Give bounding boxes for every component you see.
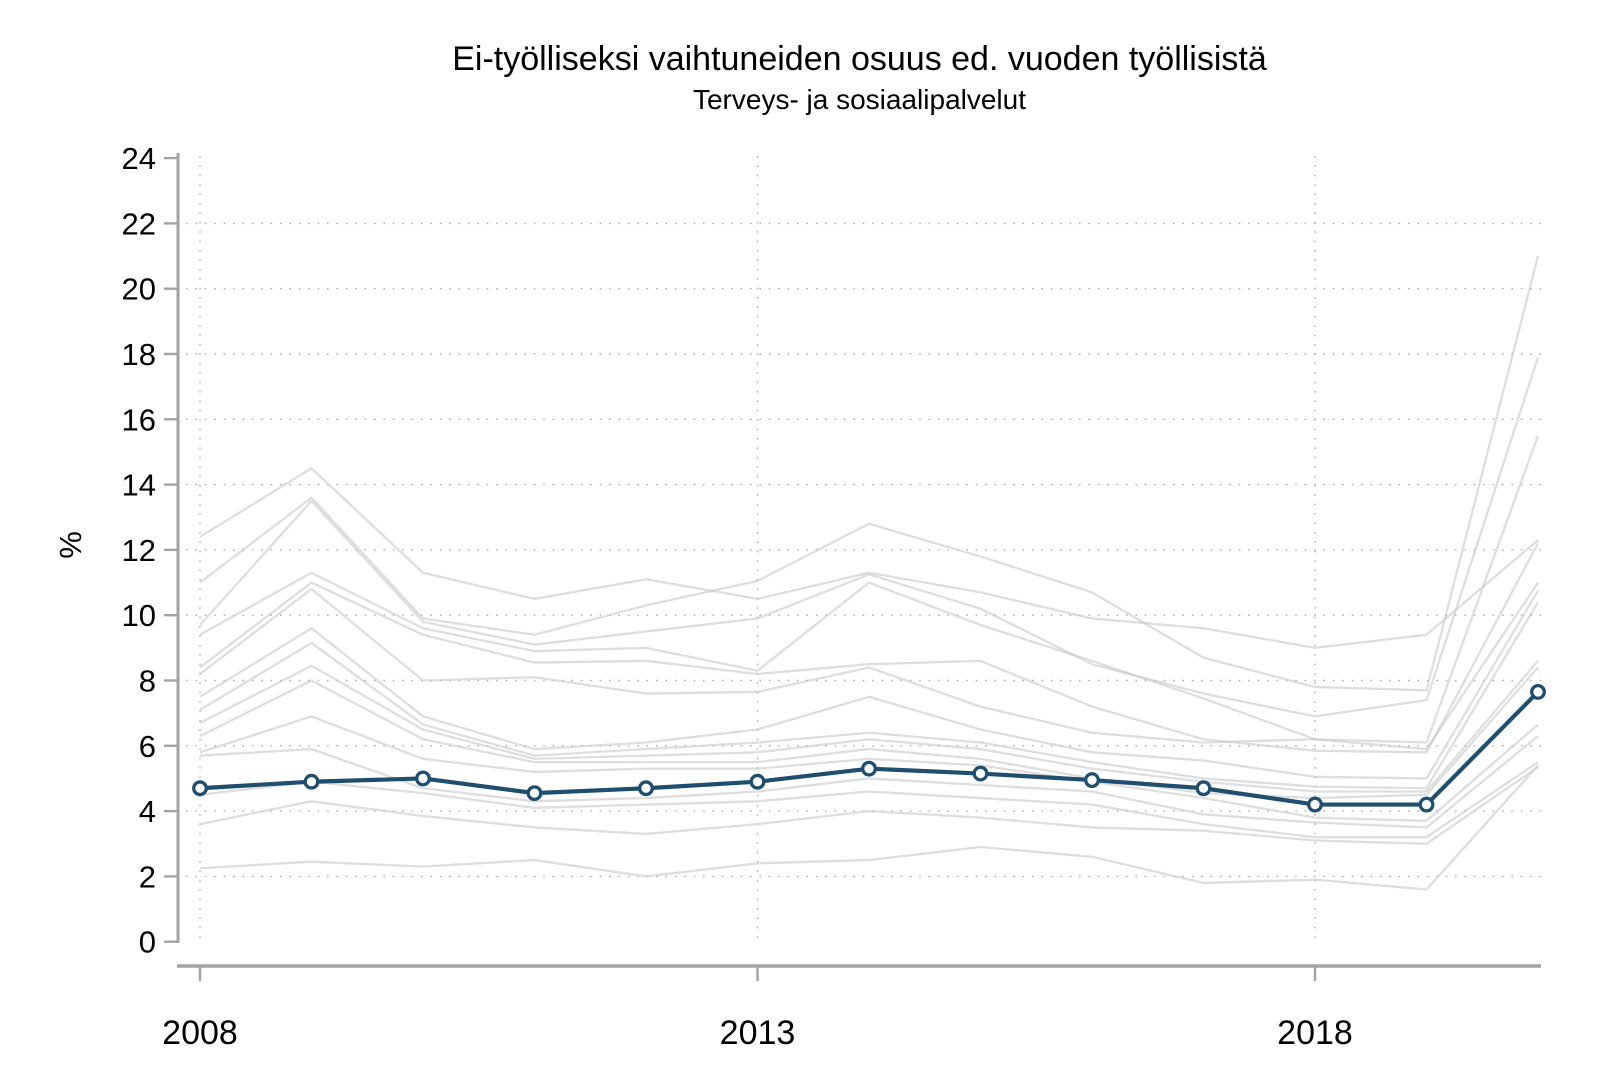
main-series-marker [1530,683,1546,700]
main-series-marker [1195,780,1212,797]
main-series-marker [303,773,320,790]
main-series-marker [1084,772,1100,789]
main-series-marker [415,770,431,787]
main-series-marker [526,785,543,802]
main-series-marker [192,780,208,797]
main-series-marker [861,760,877,777]
background-line-13 [199,761,1539,839]
y-tick-label: 18 [122,337,156,372]
y-tick-label: 14 [122,468,156,503]
main-series-marker [1307,796,1323,813]
background-line-9 [199,660,1539,793]
y-tick-label: 0 [139,925,156,960]
background-line-15 [199,764,1539,891]
background-line-3 [199,356,1540,718]
y-tick-label: 16 [122,402,156,437]
x-tick-label: 2008 [162,1014,238,1052]
y-tick-label: 20 [122,272,156,307]
y-tick-label: 6 [139,729,156,764]
background-line-1 [199,467,1539,649]
x-tick-label: 2018 [1277,1014,1353,1052]
y-tick-label: 24 [122,141,156,176]
background-line-14 [199,766,1539,845]
main-series-marker [638,780,654,797]
main-series-marker [972,765,989,782]
background-line-6 [199,581,1539,751]
y-tick-label: 22 [122,206,156,241]
background-line-5 [199,542,1540,754]
main-series-marker [749,773,766,790]
main-series-marker [1418,796,1435,813]
chart-subtitle: Terveys- ja sosiaalipalvelut [692,84,1027,115]
y-tick-label: 4 [139,794,156,829]
background-line-12 [199,735,1539,829]
background-line-8 [199,601,1539,790]
x-tick-label: 2013 [720,1014,796,1052]
y-tick-label: 8 [139,664,156,699]
y-tick-label: 10 [122,598,156,633]
background-line-2 [199,255,1540,692]
chart-title: Ei-työlliseksi vaihtuneiden osuus ed. vu… [452,40,1267,78]
background-line-11 [199,715,1539,823]
y-tick-label: 12 [122,533,156,568]
y-tick-label: 2 [139,859,156,894]
background-line-7 [199,590,1539,780]
